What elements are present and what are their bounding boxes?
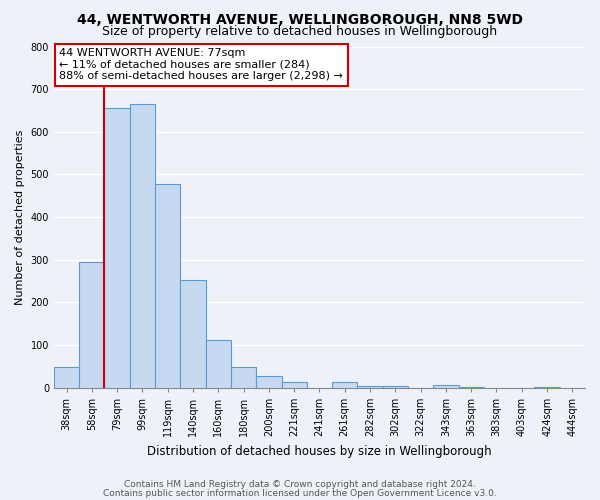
Bar [130,104,155,388]
Bar [256,376,281,388]
Bar [79,262,104,388]
Text: Contains public sector information licensed under the Open Government Licence v3: Contains public sector information licen… [103,488,497,498]
Bar [206,340,231,388]
Text: Contains HM Land Registry data © Crown copyright and database right 2024.: Contains HM Land Registry data © Crown c… [124,480,476,489]
Bar [231,368,256,388]
Bar [281,382,307,388]
Text: 44 WENTWORTH AVENUE: 77sqm
← 11% of detached houses are smaller (284)
88% of sem: 44 WENTWORTH AVENUE: 77sqm ← 11% of deta… [59,48,343,82]
Bar [433,385,458,388]
Bar [54,368,79,388]
Text: 44, WENTWORTH AVENUE, WELLINGBOROUGH, NN8 5WD: 44, WENTWORTH AVENUE, WELLINGBOROUGH, NN… [77,12,523,26]
X-axis label: Distribution of detached houses by size in Wellingborough: Distribution of detached houses by size … [147,444,492,458]
Bar [332,382,358,388]
Bar [358,386,383,388]
Y-axis label: Number of detached properties: Number of detached properties [15,130,25,305]
Bar [181,280,206,388]
Bar [383,386,408,388]
Text: Size of property relative to detached houses in Wellingborough: Size of property relative to detached ho… [103,25,497,38]
Bar [155,184,181,388]
Bar [104,108,130,388]
